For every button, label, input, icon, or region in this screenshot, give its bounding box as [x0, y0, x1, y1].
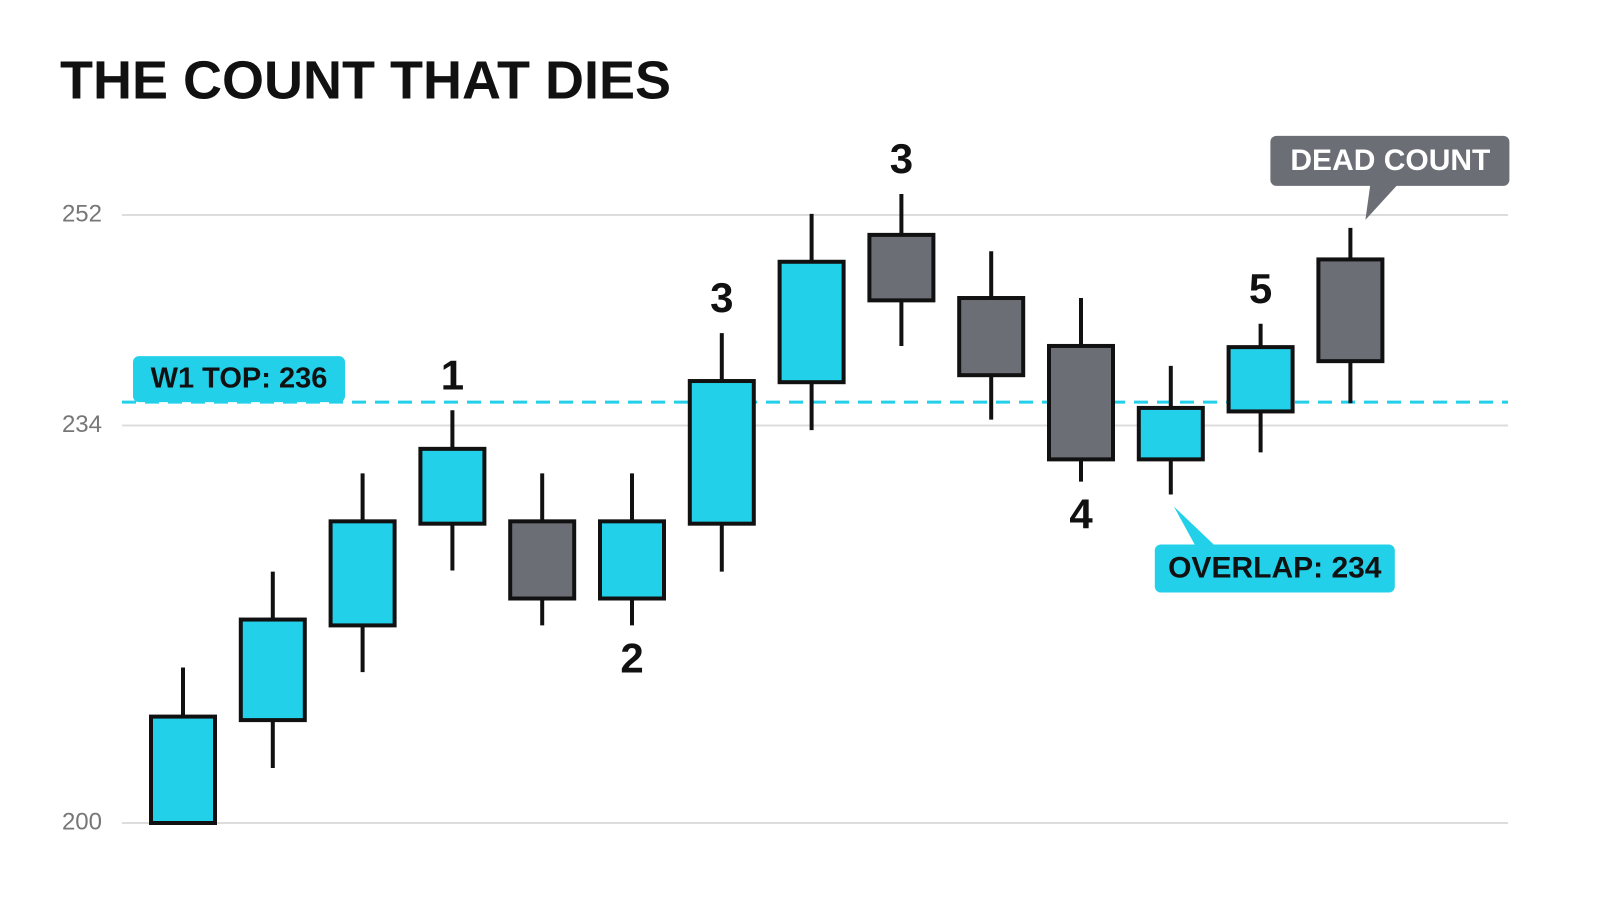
candle-body [1316, 257, 1385, 364]
wave-label: 4 [1069, 491, 1093, 538]
overlap-box [1154, 544, 1395, 593]
wave-label: 2 [620, 634, 643, 681]
candle-body [238, 617, 307, 723]
dead-box [1270, 135, 1510, 186]
candle-body [1226, 345, 1295, 414]
candle-body [777, 259, 846, 385]
dead-label: DEAD COUNT [1290, 144, 1490, 177]
candle-body [508, 519, 577, 601]
candle-body [418, 446, 487, 526]
candle-body [598, 519, 666, 601]
overlap-label: OVERLAP: 234 [1168, 551, 1382, 584]
candle-body [957, 296, 1026, 378]
wave-label: 3 [890, 135, 913, 182]
y-tick-label: 200 [62, 808, 102, 835]
y-tick-label: 234 [62, 411, 102, 438]
candle-body [149, 714, 217, 825]
wave-label: 5 [1249, 265, 1272, 312]
callout-pointer [1365, 183, 1399, 220]
y-tick-label: 252 [62, 200, 102, 227]
candle-body [867, 232, 936, 303]
candle-body [1047, 343, 1115, 462]
chart-title: THE COUNT THAT DIES [60, 50, 671, 110]
candle-body [687, 379, 756, 526]
reference-label-box [133, 356, 345, 403]
reference-label: W1 TOP: 236 [151, 363, 328, 395]
callout-pointer [1173, 506, 1216, 547]
candle-body [1136, 405, 1205, 462]
wave-label: 1 [441, 351, 464, 398]
wave-label: 3 [710, 274, 733, 321]
candle-body [328, 519, 397, 628]
